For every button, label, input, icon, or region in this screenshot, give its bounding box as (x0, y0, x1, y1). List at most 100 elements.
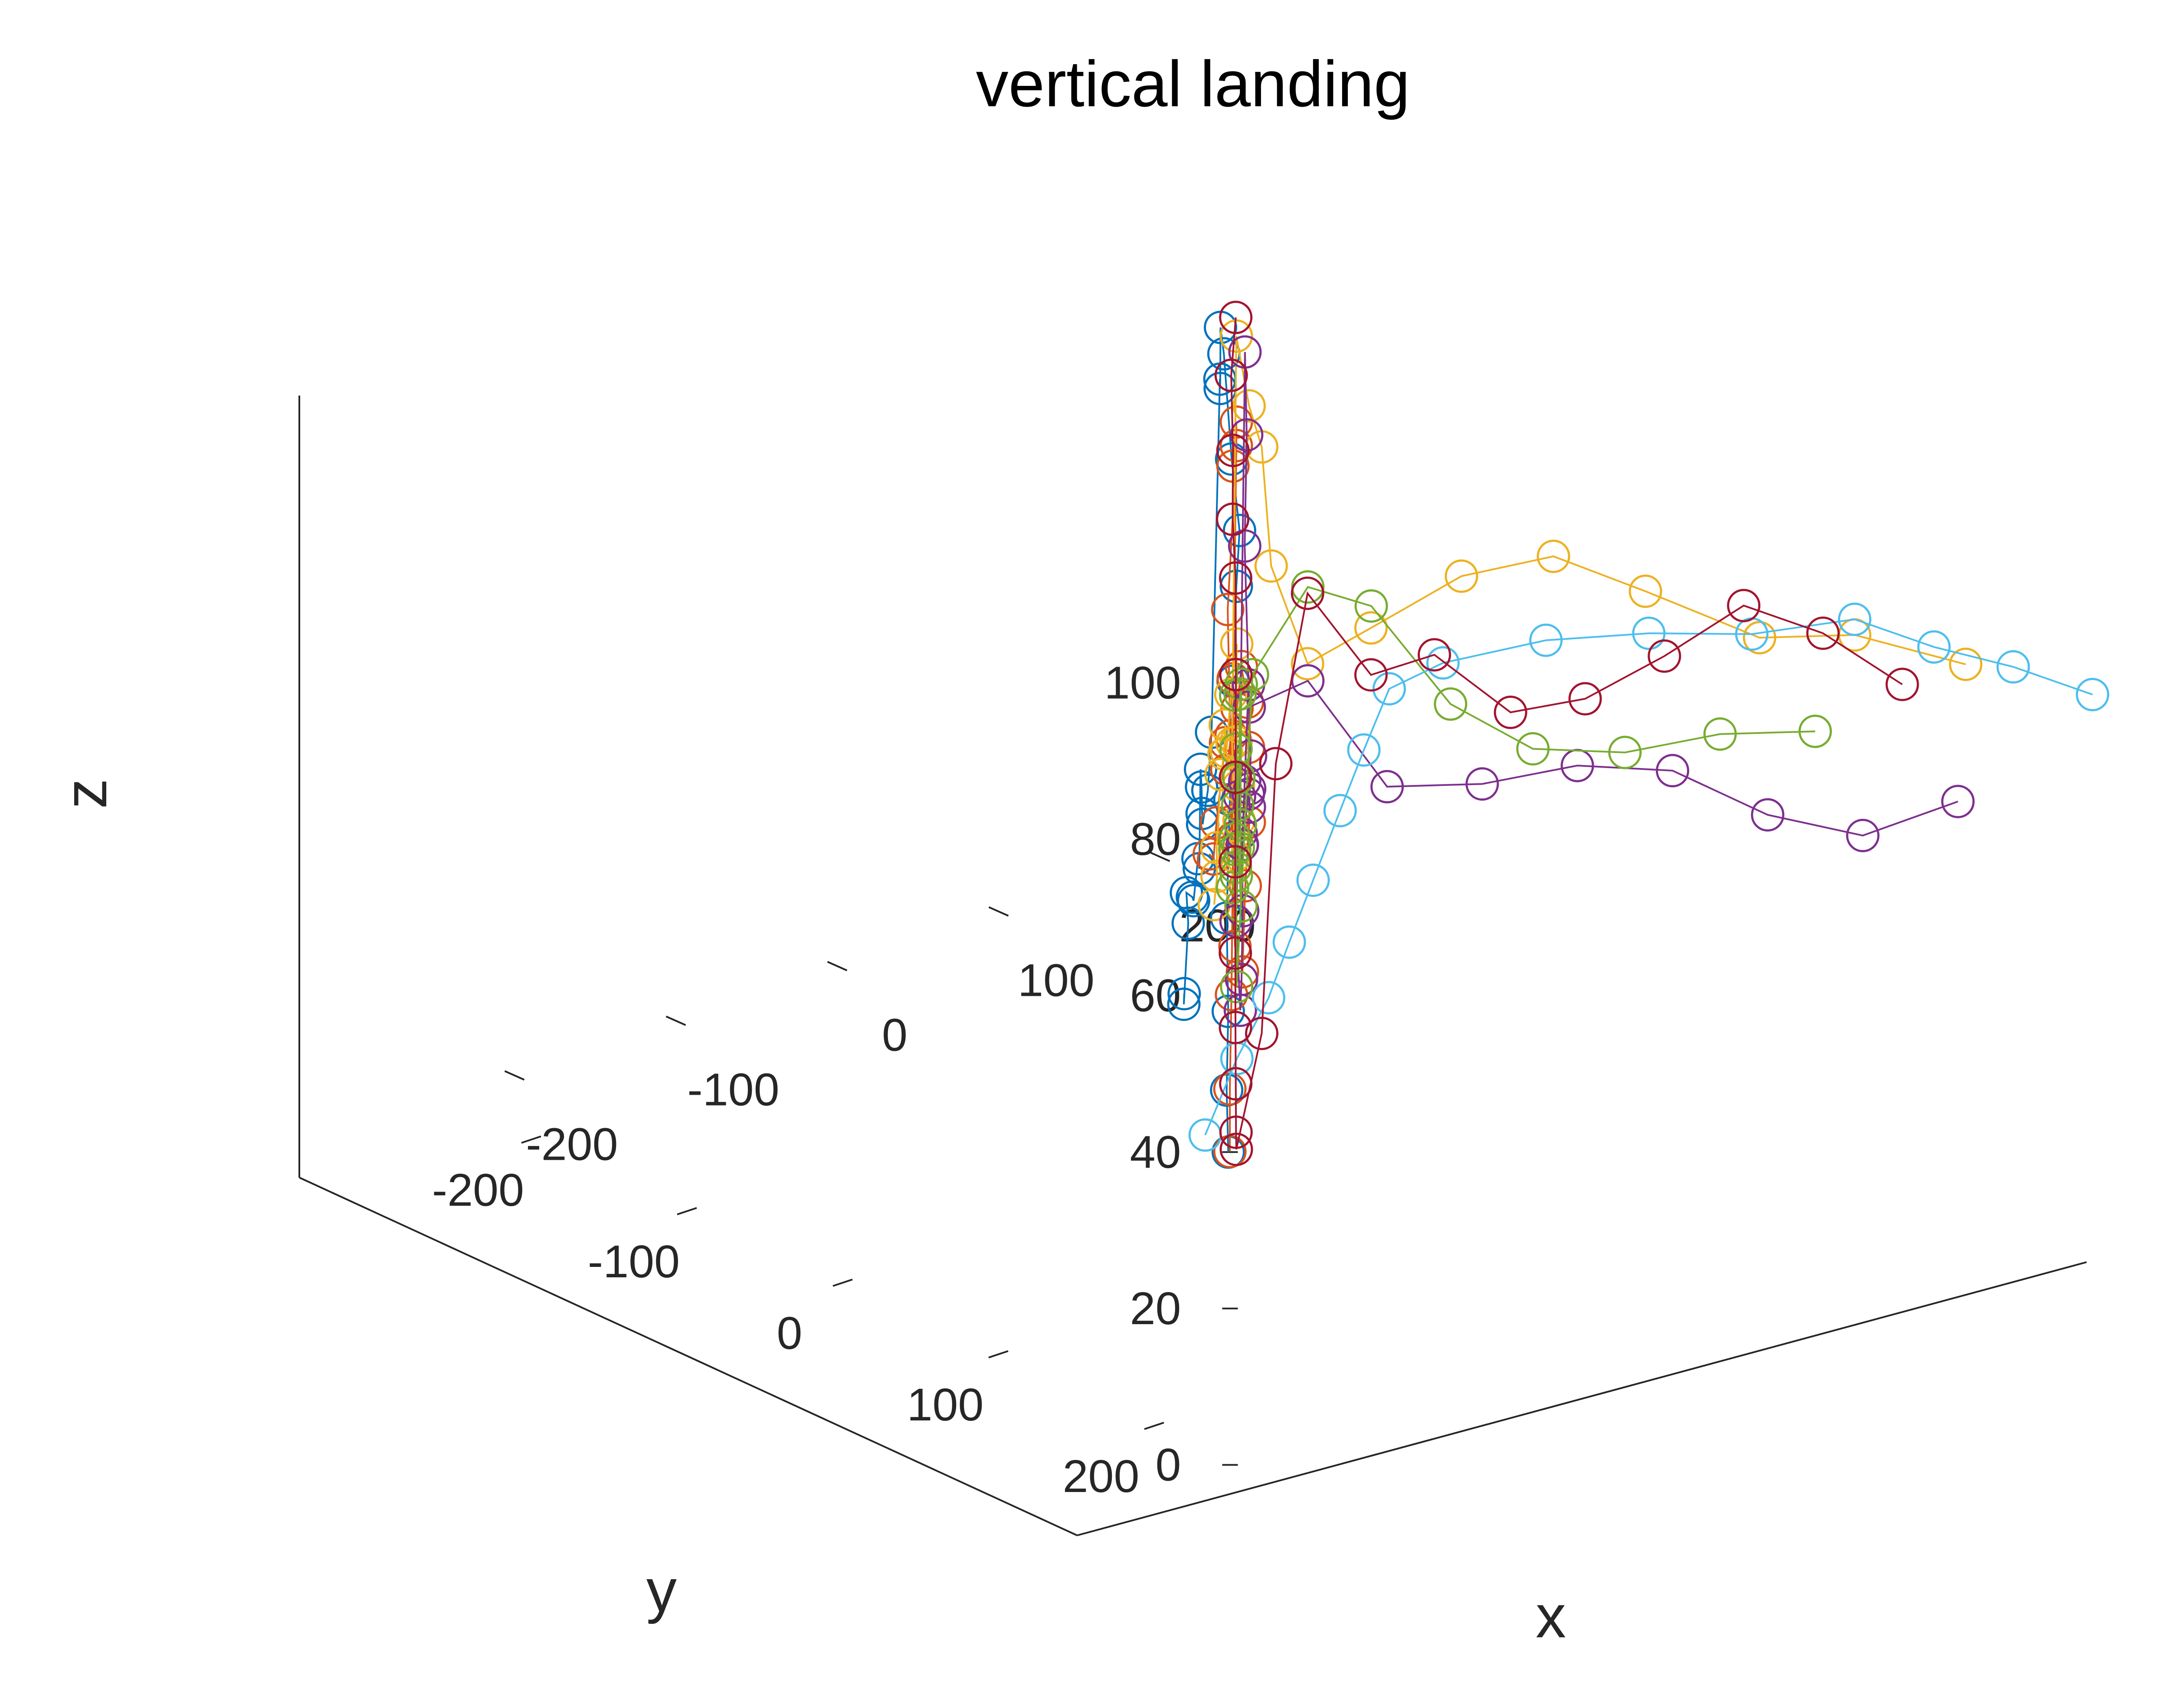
data-point (1516, 732, 1550, 766)
data-point (1372, 672, 1406, 706)
data-point (1347, 733, 1381, 767)
x-tick (504, 1070, 525, 1081)
data-point (1354, 658, 1388, 692)
x-tick (827, 961, 848, 972)
data-point (1219, 1116, 1253, 1149)
data-point (1259, 747, 1293, 781)
y-tick (988, 1350, 1009, 1358)
data-point (1272, 925, 1306, 959)
data-point (1917, 630, 1951, 664)
x-tick-label: -200 (526, 1119, 618, 1170)
data-point (1219, 301, 1253, 334)
data-point (1465, 767, 1499, 801)
data-point (1219, 760, 1252, 794)
y-tick-label: 100 (907, 1379, 984, 1430)
data-point (1219, 936, 1252, 970)
series-line (1235, 352, 1959, 1011)
data-point (1219, 1132, 1253, 1166)
data-point (1200, 831, 1234, 865)
data-point (1628, 574, 1662, 608)
data-point (1846, 818, 1880, 852)
data-point (1434, 687, 1468, 721)
data-point (1216, 434, 1250, 467)
data-point (1806, 616, 1840, 650)
data-point (1370, 770, 1404, 804)
y-tick-label: 0 (777, 1308, 803, 1359)
data-point (1223, 808, 1257, 842)
data-point (1219, 658, 1253, 691)
chart-title: vertical landing (976, 47, 1410, 120)
data-point (1219, 859, 1253, 893)
data-point (1323, 794, 1357, 828)
data-point (1218, 845, 1252, 879)
z-tick-label: 60 (1130, 970, 1181, 1021)
data-point (1184, 753, 1217, 786)
data-point (1216, 502, 1249, 536)
data-point (1177, 884, 1210, 918)
data-point (2076, 677, 2110, 711)
data-point (1167, 977, 1201, 1011)
series-6 (1188, 602, 2110, 1152)
series-5 (1216, 570, 1832, 1004)
plot-series (1167, 301, 2110, 1169)
data-point (1254, 549, 1288, 583)
data-point (1426, 646, 1460, 680)
axes (298, 396, 2087, 1536)
y-axis-label: y (646, 1556, 677, 1624)
data-point (1568, 682, 1602, 716)
data-point (1703, 717, 1737, 751)
data-point (1885, 667, 1919, 701)
series-line (1232, 586, 1815, 987)
data-point (1941, 785, 1975, 818)
y-tick-label: -200 (432, 1165, 524, 1216)
data-point (1537, 540, 1570, 573)
data-point (1211, 592, 1245, 626)
data-point (1743, 621, 1776, 654)
data-point (1219, 1011, 1252, 1044)
x-tick (665, 1015, 686, 1026)
y-tick (832, 1279, 853, 1287)
y-tick (521, 1135, 541, 1144)
data-point (1214, 358, 1248, 392)
data-point (1656, 754, 1689, 788)
x-axis-line (1077, 1261, 2087, 1536)
data-point (1219, 1067, 1253, 1101)
z-tick-label: 20 (1130, 1283, 1181, 1334)
data-point (1211, 995, 1245, 1028)
z-tick-label: 0 (1156, 1440, 1181, 1491)
data-point (1167, 988, 1201, 1021)
data-point (1219, 429, 1253, 462)
data-point (1252, 981, 1285, 1014)
x-axis-label: x (1536, 1582, 1566, 1650)
y-tick (1144, 1422, 1164, 1430)
data-point (1220, 970, 1254, 1004)
data-point (1197, 888, 1231, 922)
data-point (1751, 798, 1785, 832)
series-line (1204, 618, 2093, 1135)
data-point (1445, 559, 1478, 593)
data-point (1232, 389, 1266, 423)
data-point (1996, 650, 2030, 684)
z-tick-label: 100 (1104, 658, 1181, 709)
x-tick-label: 0 (882, 1010, 908, 1061)
x-tick (1150, 851, 1170, 862)
data-point (1798, 714, 1832, 748)
data-point (1291, 664, 1325, 698)
data-point (1632, 616, 1666, 650)
z-axis-ticks: 0 20 40 60 80 100 (1104, 658, 1238, 1491)
x-tick-label: -100 (687, 1064, 779, 1116)
data-point (1291, 647, 1324, 681)
data-point (1296, 864, 1330, 897)
data-point (1354, 589, 1388, 623)
x-tick (988, 906, 1009, 917)
z-tick-label: 80 (1130, 814, 1181, 865)
data-point (1949, 648, 1982, 681)
data-point (1232, 790, 1266, 824)
data-point (1494, 695, 1527, 729)
data-point (1648, 639, 1681, 673)
data-point (1838, 602, 1871, 636)
data-point (1185, 770, 1219, 804)
series-3 (1197, 319, 1982, 922)
y-axis-ticks: -200 -100 0 100 200 (432, 1135, 1164, 1502)
